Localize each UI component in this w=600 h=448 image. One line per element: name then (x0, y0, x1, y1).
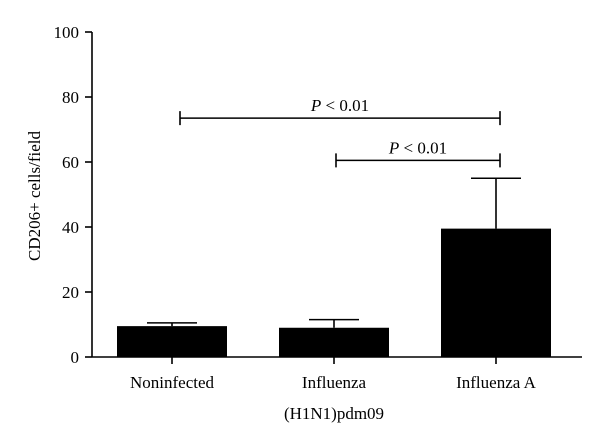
bar (279, 327, 389, 357)
y-tick-label: 60 (62, 153, 79, 172)
x-tick-label: (H1N1)pdm09 (284, 404, 384, 423)
y-tick-label: 40 (62, 218, 79, 237)
bar (117, 326, 227, 357)
significance-label: P < 0.01 (388, 138, 447, 157)
x-tick-label: Influenza (302, 373, 367, 392)
error-bars (147, 177, 521, 328)
x-axis: Noninfected Influenza (H1N1)pdm09 Influenza… (92, 356, 582, 423)
significance-brackets: P < 0.01 P < 0.01 (179, 96, 501, 168)
y-tick-label: 0 (71, 348, 80, 367)
x-tick-label: Noninfected (130, 373, 215, 392)
y-tick-label: 80 (62, 88, 79, 107)
y-axis: 0 20 40 60 80 100 (54, 23, 93, 367)
y-axis-label: CD206+ cells/field (25, 131, 44, 261)
significance-label: P < 0.01 (310, 96, 369, 115)
bars (117, 228, 551, 357)
y-tick-label: 100 (54, 23, 80, 42)
x-tick-label: Influenza A (456, 373, 536, 392)
bar (441, 228, 551, 357)
y-tick-label: 20 (62, 283, 79, 302)
